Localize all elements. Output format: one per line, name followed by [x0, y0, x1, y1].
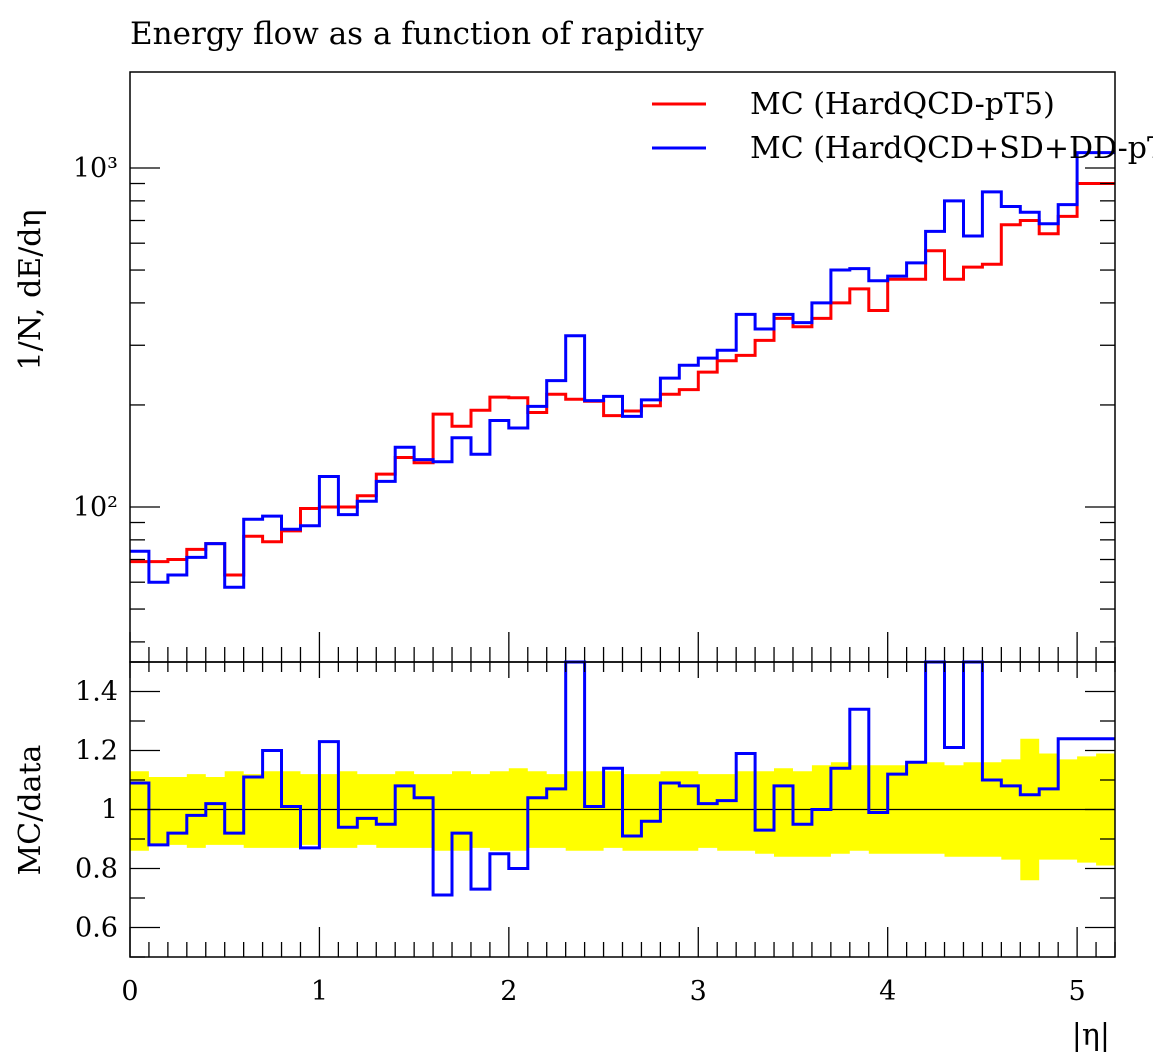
- ratio-y-tick-label: 1: [101, 795, 118, 826]
- ratio-y-tick-label: 1.4: [75, 677, 118, 708]
- main-y-tick-label: 10³: [73, 153, 118, 184]
- x-tick-label: 0: [121, 976, 138, 1007]
- x-tick-label: 1: [311, 976, 328, 1007]
- ratio-panel: 0 1 2 3 4 5 0.6 0.8 1 1.2 1.4: [75, 660, 1116, 1007]
- ratio-y-tick-label: 0.6: [75, 913, 118, 944]
- x-axis-label: |η|: [1072, 1018, 1110, 1053]
- ratio-y-tick-label: 0.8: [75, 854, 118, 885]
- x-tick-label: 3: [690, 976, 707, 1007]
- chart-title: Energy flow as a function of rapidity: [130, 16, 704, 52]
- x-tick-label: 4: [879, 976, 896, 1007]
- legend-label-hardqcd: MC (HardQCD-pT5): [750, 87, 1055, 122]
- main-y-tick-label: 10²: [73, 492, 118, 523]
- legend-label-hardqcd-sd-dd: MC (HardQCD+SD+DD-pT5): [750, 131, 1153, 166]
- legend: MC (HardQCD-pT5) MC (HardQCD+SD+DD-pT5): [652, 87, 1153, 166]
- x-tick-label: 2: [500, 976, 517, 1007]
- main-series-1: [130, 151, 1115, 589]
- ratio-y-tick-label: 1.2: [75, 736, 118, 767]
- main-y-axis-label: 1/N, dE/dη: [13, 210, 48, 371]
- ratio-y-axis-label: MC/data: [13, 744, 48, 875]
- x-tick-label: 5: [1069, 976, 1086, 1007]
